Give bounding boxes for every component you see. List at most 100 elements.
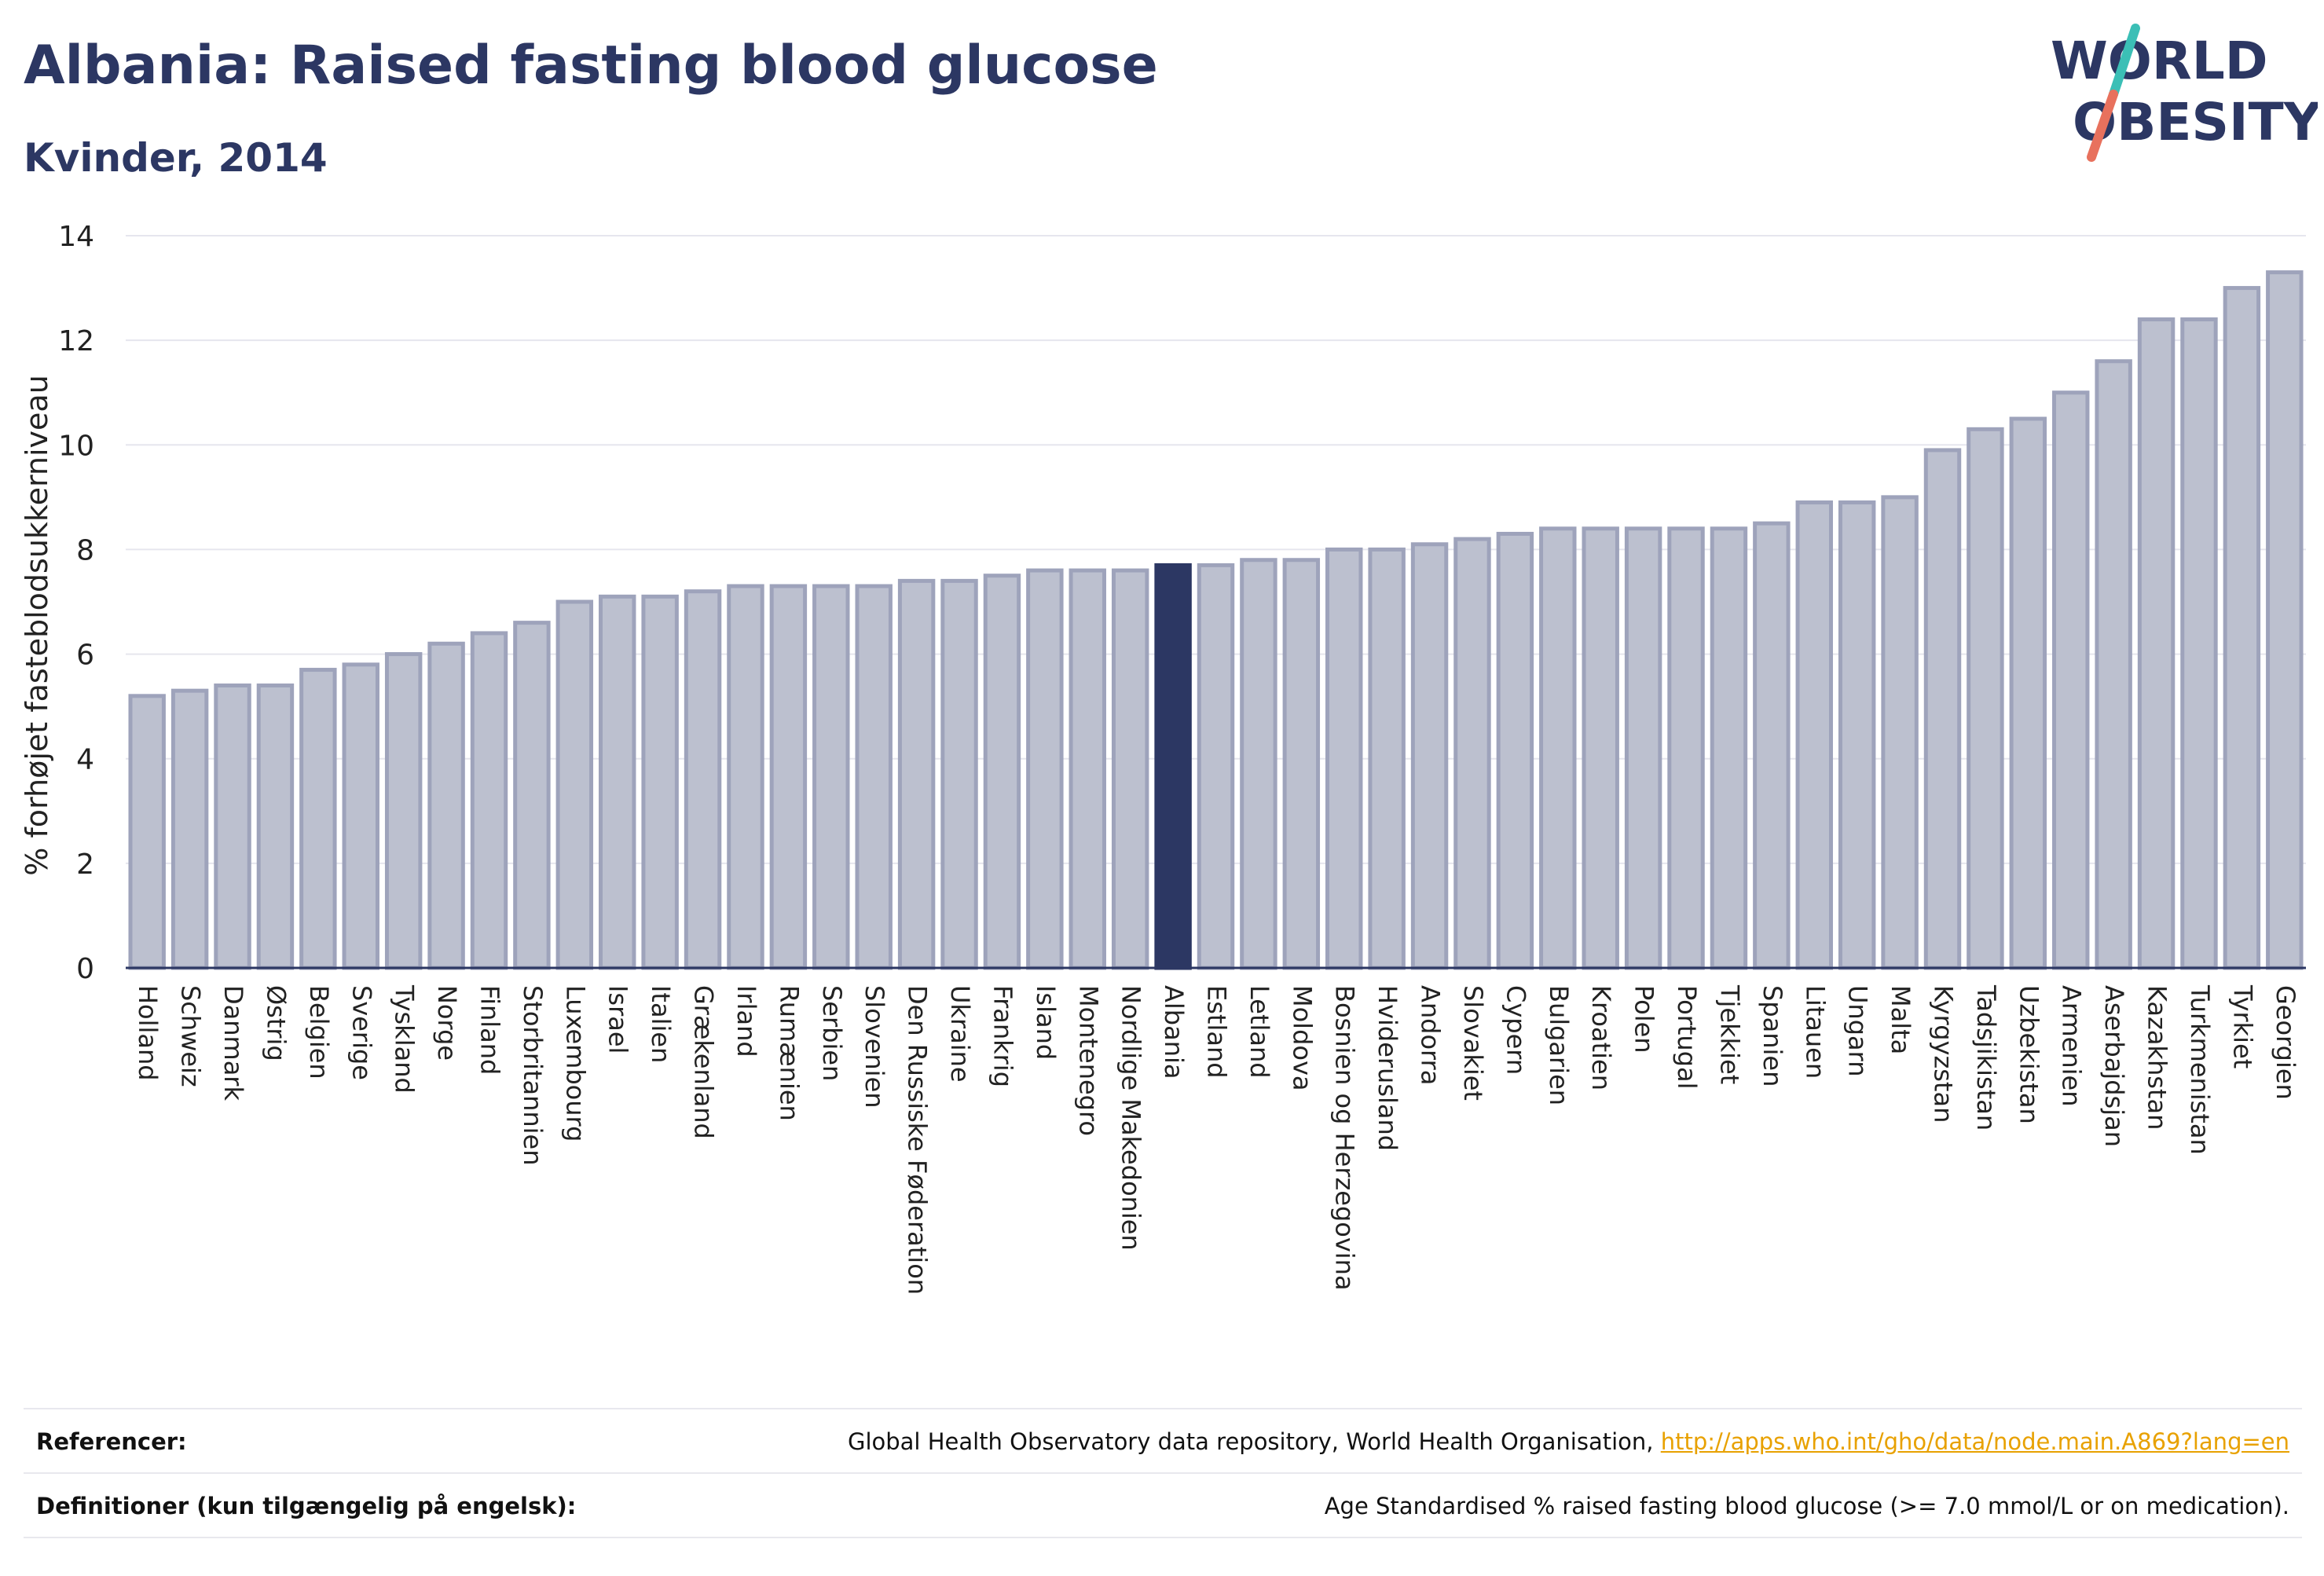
x-tick-label: Irland	[731, 985, 761, 1057]
bar	[1539, 526, 1577, 970]
x-tick-label: Israel	[603, 985, 633, 1054]
x-tick-label: Grækenland	[689, 985, 719, 1139]
bar	[170, 688, 209, 970]
x-tick-label: Tjekkiet	[1714, 984, 1744, 1084]
x-tick-label: Letland	[1244, 985, 1274, 1079]
bar	[1624, 526, 1662, 970]
bar	[1795, 500, 1833, 970]
x-tick-label: Serbien	[817, 985, 847, 1081]
x-tick-label: Storbritannien	[518, 985, 548, 1166]
definitions-value: Age Standardised % raised fasting blood …	[1324, 1493, 2289, 1519]
x-tick-label: Tadsjikistan	[1971, 984, 2001, 1131]
bar	[299, 668, 337, 970]
y-axis-title: % forhøjet fasteblodsukkerniveau	[20, 375, 54, 876]
bar	[1368, 547, 1406, 970]
bar	[1026, 568, 1064, 970]
x-tick-label: Albania	[1159, 985, 1189, 1079]
x-axis-labels: Holland Schweiz Danmark Østrig Belgien Sverig…	[133, 984, 2300, 1295]
x-tick-label: Belgien	[304, 985, 334, 1079]
bar	[897, 578, 936, 970]
x-tick-label: Malta	[1886, 985, 1915, 1054]
bar	[1838, 500, 1876, 970]
bar	[855, 584, 893, 970]
bar	[1881, 495, 1919, 970]
x-tick-label: Hviderusland	[1373, 985, 1402, 1151]
x-tick-label: Sverige	[346, 985, 376, 1080]
bar	[384, 652, 423, 970]
x-tick-label: Ukraine	[945, 985, 975, 1083]
bar	[684, 589, 722, 970]
bar	[1967, 427, 2004, 970]
x-tick-label: Den Russiske Føderation	[903, 985, 933, 1295]
bar	[128, 694, 166, 970]
logo-line1: WORLD	[2051, 31, 2268, 91]
x-tick-label: Kazakhstan	[2143, 985, 2172, 1130]
bar	[1111, 568, 1149, 970]
x-tick-label: Luxembourg	[560, 985, 590, 1142]
references-label: Referencer:	[36, 1428, 187, 1455]
x-tick-label: Georgien	[2271, 985, 2300, 1100]
bar	[2095, 359, 2132, 970]
bar	[599, 594, 636, 970]
footer-divider-bottom	[24, 1537, 2302, 1538]
x-tick-label: Frankrig	[988, 985, 1017, 1087]
bar	[427, 641, 465, 970]
bar	[1325, 547, 1363, 970]
bar	[1282, 558, 1321, 970]
x-tick-label: Andorra	[1416, 985, 1446, 1085]
bar	[983, 574, 1021, 970]
references-link[interactable]: http://apps.who.int/gho/data/node.main.A…	[1660, 1428, 2289, 1455]
bar	[2266, 270, 2304, 970]
y-tick-label: 12	[58, 325, 94, 357]
y-tick-label: 10	[58, 430, 94, 462]
x-tick-label: Uzbekistan	[2014, 985, 2044, 1124]
bars	[128, 270, 2304, 970]
footer-divider-middle	[24, 1472, 2302, 1474]
bar-chart: 0 2 4 6 8 10 12 14 Holland Schweiz Danmark Østrig B…	[20, 221, 2306, 1295]
bar	[641, 594, 679, 970]
bar-highlight	[1154, 563, 1192, 970]
bar	[470, 631, 508, 970]
x-tick-label: Island	[1031, 985, 1061, 1060]
x-tick-label: Montenegro	[1073, 985, 1103, 1136]
x-tick-label: Litauen	[1800, 985, 1830, 1079]
bar	[1240, 558, 1277, 970]
x-tick-label: Nordlige Makedonien	[1116, 985, 1146, 1251]
bar	[940, 578, 978, 970]
bar	[1923, 448, 1962, 970]
bar	[1667, 526, 1705, 970]
bar	[1753, 521, 1791, 970]
x-tick-label: Estland	[1202, 985, 1232, 1079]
x-tick-label: Moldova	[1287, 985, 1317, 1091]
x-tick-label: Turkmenistan	[2185, 984, 2215, 1155]
x-tick-label: Finland	[475, 985, 505, 1075]
x-tick-label: Bosnien og Herzegovina	[1330, 985, 1360, 1291]
bar	[2009, 416, 2047, 970]
bar	[812, 584, 850, 970]
x-tick-label: Holland	[133, 985, 163, 1081]
bar	[214, 684, 251, 970]
bar	[2052, 390, 2090, 970]
bar	[1453, 537, 1491, 970]
bar	[513, 621, 551, 970]
y-tick-label: 0	[76, 953, 94, 985]
bar	[1710, 526, 1748, 970]
y-axis-ticks: 0 2 4 6 8 10 12 14	[58, 221, 94, 985]
page-title: Albania: Raised fasting blood glucose	[24, 35, 1158, 97]
x-tick-label: Norge	[432, 985, 462, 1061]
x-tick-label: Ungarn	[1843, 985, 1873, 1077]
bar	[1410, 542, 1449, 970]
bar	[1582, 526, 1619, 970]
page-subtitle: Kvinder, 2014	[24, 135, 328, 181]
y-tick-label: 14	[58, 221, 94, 253]
x-tick-label: Østrig	[261, 985, 291, 1061]
bar	[769, 584, 808, 970]
bar	[2223, 286, 2261, 970]
y-tick-label: 2	[76, 848, 94, 881]
world-obesity-logo: WORLD OBESITY	[2051, 24, 2318, 162]
y-tick-label: 4	[76, 744, 94, 776]
logo-slash-teal	[2109, 24, 2140, 99]
x-tick-label: Slovenien	[860, 985, 889, 1109]
x-tick-label: Portugal	[1672, 985, 1702, 1090]
x-tick-label: Rumænien	[774, 985, 804, 1121]
